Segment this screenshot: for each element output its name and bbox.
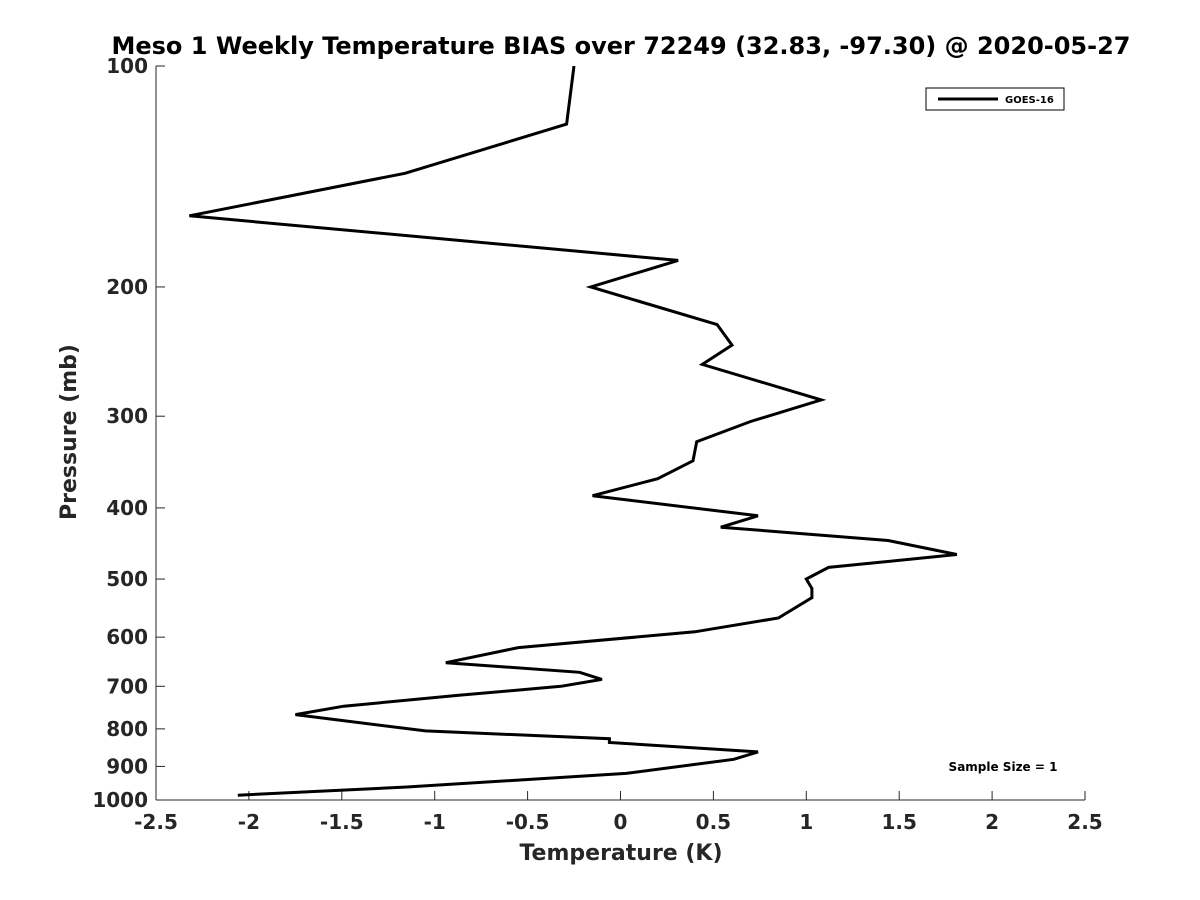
x-tick-label: -1 bbox=[424, 810, 446, 834]
x-tick-label: 0 bbox=[614, 810, 628, 834]
y-tick-label: 900 bbox=[106, 754, 148, 778]
x-tick-label: -2 bbox=[238, 810, 260, 834]
y-tick-label: 300 bbox=[106, 404, 148, 428]
series-line-goes-16 bbox=[189, 65, 958, 797]
x-tick-label: 1 bbox=[799, 810, 813, 834]
y-axis-label: Pressure (mb) bbox=[57, 344, 82, 520]
legend-label-goes-16: GOES-16 bbox=[1005, 95, 1054, 106]
x-tick-label: 2 bbox=[985, 810, 999, 834]
y-tick-label: 500 bbox=[106, 567, 148, 591]
x-tick-label: -1.5 bbox=[320, 810, 364, 834]
y-tick-label: 400 bbox=[106, 496, 148, 520]
x-tick-label: -2.5 bbox=[134, 810, 178, 834]
y-tick-label: 800 bbox=[106, 717, 148, 741]
x-axis-label: Temperature (K) bbox=[519, 841, 722, 866]
y-tick-label: 1000 bbox=[92, 788, 148, 812]
y-tick-label: 700 bbox=[106, 674, 148, 698]
y-tick-label: 600 bbox=[106, 625, 148, 649]
plot-area: -2.5 -2 -1.5 -1 -0.5 0 0.5 1 1.5 2 2.5 100 200 300 400… bbox=[92, 54, 1102, 834]
chart-title: Meso 1 Weekly Temperature BIAS over 7224… bbox=[111, 32, 1130, 60]
x-tick-label: 1.5 bbox=[881, 810, 916, 834]
sample-size-annotation: Sample Size = 1 bbox=[949, 760, 1058, 774]
x-tick-label: 0.5 bbox=[696, 810, 731, 834]
y-tick-label: 200 bbox=[106, 275, 148, 299]
y-tick-label: 100 bbox=[106, 54, 148, 78]
x-tick-label: 2.5 bbox=[1067, 810, 1102, 834]
x-tick-label: -0.5 bbox=[506, 810, 550, 834]
legend: GOES-16 bbox=[925, 87, 1065, 111]
